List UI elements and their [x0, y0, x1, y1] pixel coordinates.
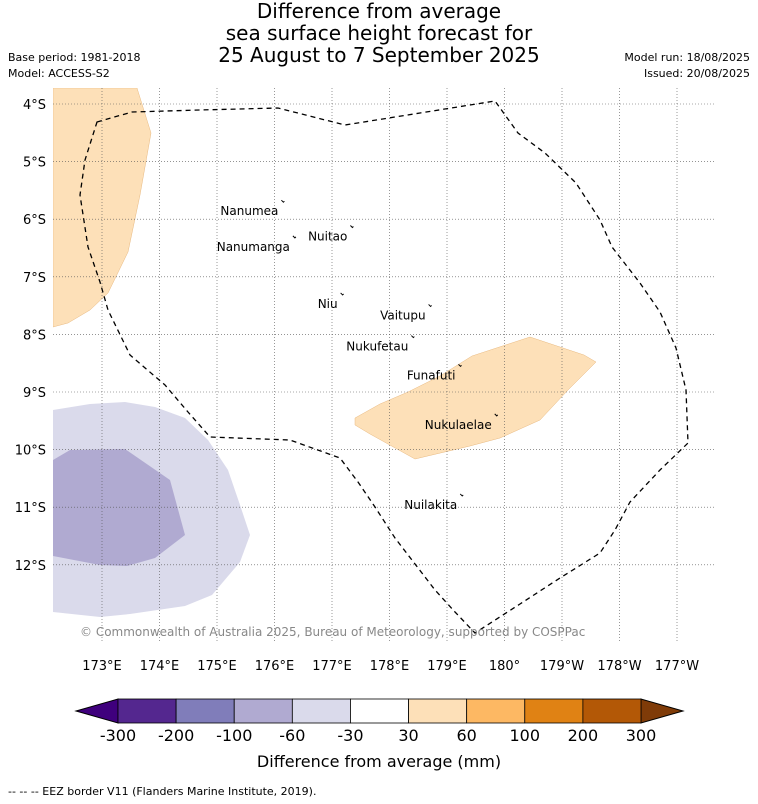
lon-label: 177°W: [655, 659, 699, 674]
island-mark: [428, 304, 432, 308]
island-mark: [458, 363, 462, 368]
island-mark: [459, 493, 464, 497]
island-label: Nanumanga: [217, 240, 290, 254]
colorbar-segment: [582, 698, 642, 724]
title-line-2: sea surface height forecast for: [225, 21, 533, 45]
colorbar-tick-label: 30: [398, 726, 418, 745]
lat-label: 4°S: [23, 98, 46, 113]
longitude-labels: 173°E 174°E 175°E 176°E 177°E 178°E 179°E 180° 1…: [82, 659, 699, 674]
lon-label: 177°E: [312, 659, 352, 674]
base-period: Base period: 1981-2018: [8, 51, 141, 64]
island-label: Nukulaelae: [425, 418, 492, 432]
model-name: Model: ACCESS-S2: [8, 67, 110, 80]
meta-left: Base period: 1981-2018 Model: ACCESS-S2: [8, 50, 140, 82]
colorbar-tick-label: -200: [158, 726, 194, 745]
colorbar: -300 -200 -100 -60 -30 30 60 100 200 300: [74, 698, 685, 745]
lon-label: 180°: [489, 659, 520, 674]
island-mark: [410, 335, 415, 339]
lon-label: 179°E: [427, 659, 467, 674]
colorbar-tick-label: -100: [216, 726, 252, 745]
colorbar-tick-label: 200: [568, 726, 599, 745]
copyright-note: © Commonwealth of Australia 2025, Bureau…: [80, 625, 585, 639]
graticule: [53, 88, 715, 641]
island-label: Funafuti: [407, 368, 456, 382]
island-mark: [350, 225, 354, 229]
colorbar-segment: [291, 698, 351, 724]
positive-anomaly-central: [354, 336, 597, 460]
lat-label: 11°S: [15, 501, 46, 516]
lon-label: 178°E: [370, 659, 410, 674]
colorbar-under-arrow: [74, 698, 119, 724]
lat-label: 9°S: [23, 386, 46, 401]
colorbar-tick-label: 300: [626, 726, 657, 745]
lon-label: 173°E: [82, 659, 122, 674]
lon-label: 174°E: [140, 659, 180, 674]
positive-anomaly-west: [53, 88, 152, 328]
colorbar-label: Difference from average (mm): [257, 752, 501, 771]
map-title: Difference from average sea surface heig…: [0, 0, 758, 66]
issued-date: Issued: 20/08/2025: [643, 67, 750, 80]
colorbar-segment: [117, 698, 177, 724]
eez-footnote: -- -- -- EEZ border V11 (Flanders Marine…: [8, 785, 317, 798]
colorbar-segment: [524, 698, 584, 724]
title-line-3: 25 August to 7 September 2025: [218, 43, 540, 67]
colorbar-segment: [350, 698, 409, 724]
model-run: Model run: 18/08/2025: [624, 51, 750, 64]
lat-label: 12°S: [15, 559, 46, 574]
latitude-labels: 4°S 5°S 6°S 7°S 8°S 9°S 10°S 11°S 12°S: [15, 98, 46, 574]
anomaly-fields: [53, 88, 597, 617]
title-line-1: Difference from average: [256, 0, 502, 23]
colorbar-segment: [408, 698, 468, 724]
island-label: Nukufetau: [346, 340, 408, 354]
colorbar-segment: [466, 698, 526, 724]
lat-label: 10°S: [15, 444, 46, 459]
island-label: Nanumea: [220, 204, 278, 218]
lat-label: 6°S: [23, 213, 46, 228]
island-marks: Nanumea Nuitao Nanumanga Niu Vaitupu Nukufeta…: [217, 199, 499, 512]
island-mark: [292, 235, 297, 239]
colorbar-tick-label: -60: [279, 726, 305, 745]
lon-label: 176°E: [255, 659, 295, 674]
colorbar-segment: [175, 698, 235, 724]
island-label: Niu: [318, 297, 338, 311]
meta-right: Model run: 18/08/2025 Issued: 20/08/2025: [624, 50, 750, 82]
lon-label: 178°W: [597, 659, 641, 674]
island-mark: [281, 199, 285, 203]
colorbar-tick-label: -300: [100, 726, 136, 745]
colorbar-over-arrow: [640, 698, 685, 724]
island-label: Nuilakita: [404, 498, 457, 512]
lat-label: 5°S: [23, 156, 46, 171]
lat-label: 7°S: [23, 271, 46, 286]
island-mark: [340, 292, 344, 296]
lon-label: 175°E: [197, 659, 237, 674]
island-label: Nuitao: [308, 230, 347, 244]
island-label: Vaitupu: [380, 308, 426, 322]
colorbar-tick-label: -30: [337, 726, 363, 745]
colorbar-tick-label: 100: [510, 726, 541, 745]
lon-label: 179°W: [540, 659, 584, 674]
lat-label: 8°S: [23, 328, 46, 343]
colorbar-segment: [233, 698, 293, 724]
colorbar-tick-label: 60: [456, 726, 476, 745]
island-mark: [494, 413, 499, 417]
map-figure: Nanumea Nuitao Nanumanga Niu Vaitupu Nukufeta…: [15, 88, 715, 771]
